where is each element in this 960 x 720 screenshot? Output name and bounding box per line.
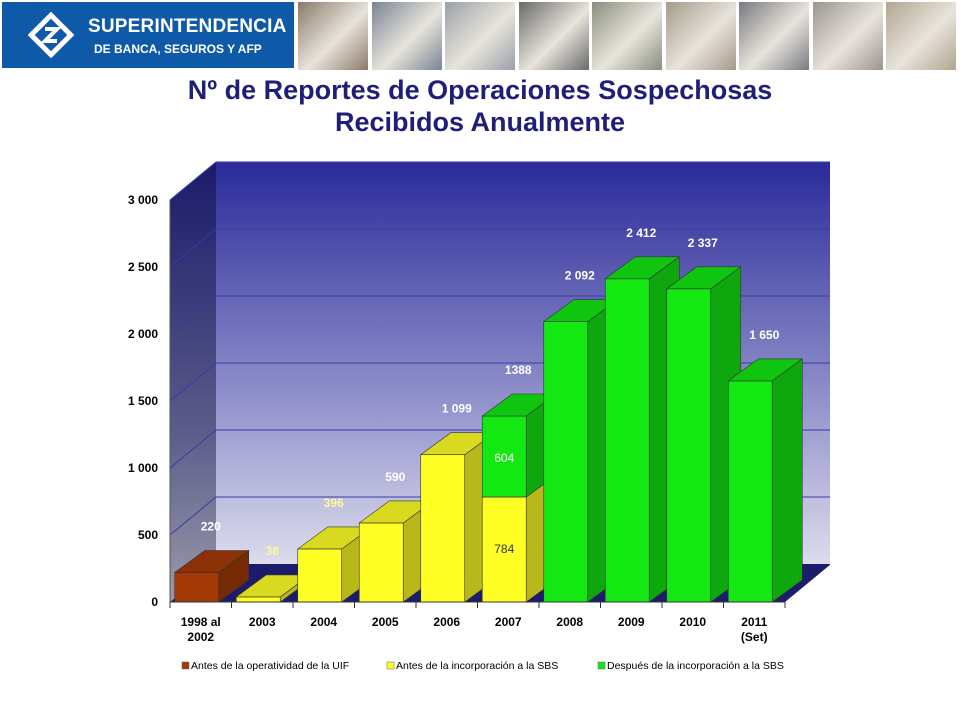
data-label: 2 092 <box>565 269 595 283</box>
bar <box>727 358 804 603</box>
y-tick-label: 2 500 <box>128 260 158 274</box>
legend-label: Antes de la incorporación a la SBS <box>396 660 558 672</box>
x-tick-label: 2004 <box>310 615 337 629</box>
title-line-2: Recibidos Anualmente <box>334 107 626 137</box>
data-label: 590 <box>385 470 405 484</box>
money-photo <box>592 2 662 70</box>
segment-label: 784 <box>494 542 514 556</box>
x-tick-label: 2006 <box>433 615 460 629</box>
bar-front <box>297 548 343 603</box>
meeting-photo <box>812 2 883 70</box>
x-tick-label: 2002 <box>187 630 214 644</box>
y-tick-label: 2 000 <box>128 327 158 341</box>
bar-front <box>174 572 220 603</box>
keyboard-enter-photo <box>445 2 515 70</box>
y-tick-label: 0 <box>151 595 158 609</box>
x-tick-label: 2008 <box>556 615 583 629</box>
businessman-photo <box>518 2 589 70</box>
bar-front <box>358 522 404 603</box>
x-tick-label: (Set) <box>741 630 768 644</box>
bar-front <box>420 454 466 603</box>
bar-front <box>235 596 281 603</box>
data-label: 1388 <box>505 363 532 377</box>
title-line-1: Nº de Reportes de Operaciones Sospechosa… <box>187 75 773 105</box>
bar-top <box>604 256 681 280</box>
bar-front <box>481 496 527 603</box>
logo-icon <box>28 12 74 58</box>
x-tick-label: 2009 <box>618 615 645 629</box>
building-photo <box>371 2 442 70</box>
x-tick-label: 2003 <box>249 615 276 629</box>
bar-front <box>727 380 773 603</box>
data-label: 396 <box>324 496 344 510</box>
bar-front <box>666 288 712 603</box>
data-label: 1 650 <box>749 328 779 342</box>
y-tick-label: 500 <box>138 528 158 542</box>
signing-photo <box>886 2 956 70</box>
page-title: Nº de Reportes de Operaciones Sospechosa… <box>0 74 960 138</box>
handshake-photo <box>739 2 809 70</box>
bar-top <box>665 266 742 290</box>
legend-swatch <box>597 661 606 670</box>
x-tick-label: 2011 <box>741 615 767 629</box>
x-tick-label: 2010 <box>679 615 706 629</box>
legend-swatch <box>181 661 190 670</box>
gridline <box>169 161 830 201</box>
data-label: 2 412 <box>626 226 656 240</box>
data-label: 38 <box>266 544 280 558</box>
y-tick-label: 3 000 <box>128 193 158 207</box>
bar-top <box>727 358 804 382</box>
y-tick-label: 1 000 <box>128 461 158 475</box>
logo: SUPERINTENDENCIA DE BANCA, SEGUROS Y AFP <box>2 2 294 68</box>
bar-side <box>771 358 803 603</box>
x-tick-label: 2005 <box>372 615 399 629</box>
legend-swatch <box>386 661 395 670</box>
data-label: 220 <box>201 520 221 534</box>
bar-chart: 0 500 1 000 1 500 2 000 2 500 3 000 220 38 396 59… <box>128 161 830 672</box>
legend-label: Después de la incorporación a la SBS <box>607 660 784 672</box>
segment-label: 604 <box>494 451 514 465</box>
credit-card-photo <box>298 2 368 70</box>
gridline <box>169 228 830 268</box>
bar-top <box>173 550 250 573</box>
logo-text-line1: SUPERINTENDENCIA <box>88 16 287 37</box>
bar-front <box>481 415 527 498</box>
y-tick-label: 1 500 <box>128 394 158 408</box>
data-label: 1 099 <box>442 402 472 416</box>
data-label: 2 337 <box>688 236 718 250</box>
bar-front <box>543 321 589 603</box>
logo-text-line2: DE BANCA, SEGUROS Y AFP <box>94 42 262 56</box>
bar-front <box>604 278 650 603</box>
legend-label: Antes de la operatividad de la UIF <box>191 660 349 672</box>
header-banner: SUPERINTENDENCIA DE BANCA, SEGUROS Y AFP <box>0 0 960 72</box>
x-tick-label: 2007 <box>495 615 522 629</box>
card-terminal-photo <box>665 2 736 70</box>
x-tick-label: 1998 al <box>181 615 221 629</box>
